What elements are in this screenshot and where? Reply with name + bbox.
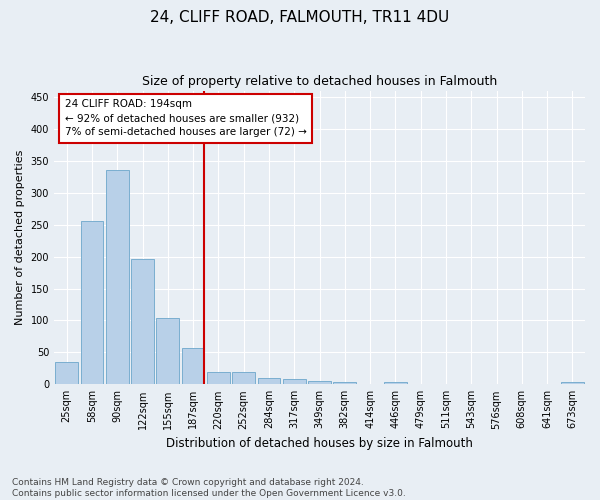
Bar [55, 362, 78, 384]
Text: 24 CLIFF ROAD: 194sqm
← 92% of detached houses are smaller (932)
7% of semi-deta: 24 CLIFF ROAD: 194sqm ← 92% of detached … [65, 100, 307, 138]
Bar [334, 382, 356, 384]
Bar [308, 381, 331, 384]
Bar [232, 372, 255, 384]
Bar [106, 170, 128, 384]
Text: 24, CLIFF ROAD, FALMOUTH, TR11 4DU: 24, CLIFF ROAD, FALMOUTH, TR11 4DU [151, 10, 449, 25]
Bar [207, 372, 230, 384]
X-axis label: Distribution of detached houses by size in Falmouth: Distribution of detached houses by size … [166, 437, 473, 450]
Bar [80, 222, 103, 384]
Bar [182, 348, 205, 385]
Bar [561, 382, 584, 384]
Bar [283, 379, 305, 384]
Bar [157, 318, 179, 384]
Title: Size of property relative to detached houses in Falmouth: Size of property relative to detached ho… [142, 75, 497, 88]
Bar [257, 378, 280, 384]
Bar [384, 382, 407, 384]
Text: Contains HM Land Registry data © Crown copyright and database right 2024.
Contai: Contains HM Land Registry data © Crown c… [12, 478, 406, 498]
Y-axis label: Number of detached properties: Number of detached properties [15, 150, 25, 325]
Bar [131, 258, 154, 384]
